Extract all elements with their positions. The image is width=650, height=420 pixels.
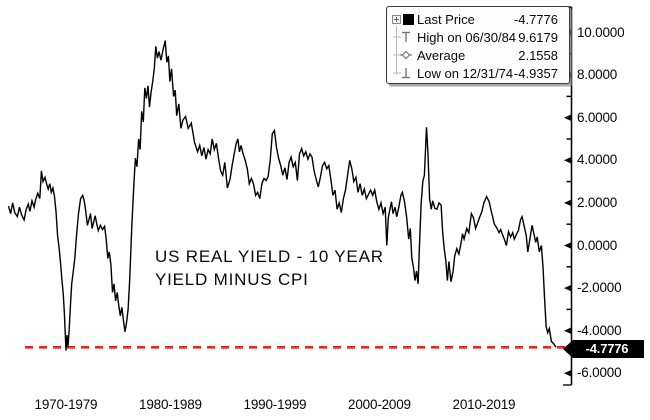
expand-icon[interactable]	[392, 14, 401, 24]
y-axis-tick-label: -4.0000	[577, 322, 622, 338]
y-axis-tick-label: 8.0000	[577, 67, 618, 83]
y-axis-tick-label: 4.0000	[577, 152, 618, 168]
y-axis-tick-label: -6.0000	[577, 365, 622, 381]
last-price-tag: -4.7776	[563, 340, 644, 358]
annotation-line1: US REAL YIELD - 10 YEAR	[155, 247, 384, 266]
y-axis-major-tick	[564, 369, 572, 377]
y-axis-tick-label: 0.0000	[577, 237, 618, 253]
y-axis-major-tick	[564, 327, 572, 335]
legend-value: -4.9357	[513, 65, 558, 81]
x-axis-decade-label: 2010-2019	[452, 397, 516, 412]
y-axis-tick-label: -2.0000	[577, 280, 622, 296]
annotation-line2: YIELD MINUS CPI	[155, 270, 309, 289]
legend-label: Last Price	[417, 11, 475, 27]
y-axis-major-tick	[564, 242, 572, 249]
y-axis-major-tick	[564, 114, 572, 122]
high-marker-icon	[393, 31, 410, 42]
legend-box: Last Price -4.7776 High on 06/30/84 9.61…	[386, 6, 570, 84]
legend-label: High on 06/30/84	[417, 29, 517, 45]
legend-value: -4.7776	[513, 11, 558, 27]
legend-row-high[interactable]: High on 06/30/84 9.6179	[387, 28, 569, 46]
legend-value: 9.6179	[518, 29, 558, 45]
legend-row-last-price[interactable]: Last Price -4.7776	[387, 10, 569, 28]
chart-annotation: US REAL YIELD - 10 YEAR YIELD MINUS CPI	[155, 245, 384, 291]
y-axis-major-tick	[564, 156, 572, 164]
y-axis-major-tick	[564, 284, 572, 292]
legend-label: Low on 12/31/74	[417, 65, 514, 81]
y-axis-tick-label: 10.0000	[577, 24, 625, 40]
legend-tree-connector	[396, 26, 397, 75]
y-axis-tick-label: 2.0000	[577, 194, 618, 210]
x-axis-decade-label: 1990-1999	[243, 397, 307, 412]
legend-row-low[interactable]: Low on 12/31/74 -4.9357	[387, 64, 569, 82]
y-axis-major-tick	[564, 199, 572, 207]
legend-label: Average	[417, 47, 466, 63]
legend-row-average[interactable]: Average 2.1558	[387, 46, 569, 64]
x-axis-decade-label: 1970-1979	[34, 397, 98, 412]
average-marker-icon	[393, 50, 412, 60]
legend-value: 2.1558	[518, 47, 558, 63]
price-line-path	[7, 40, 557, 351]
y-axis-tick-label: 6.0000	[577, 109, 618, 125]
x-axis-decade-label: 2000-2009	[348, 397, 411, 412]
x-axis-decade-label: 1980-1989	[139, 397, 202, 412]
series-swatch-icon	[403, 13, 414, 25]
low-marker-icon	[393, 68, 410, 79]
